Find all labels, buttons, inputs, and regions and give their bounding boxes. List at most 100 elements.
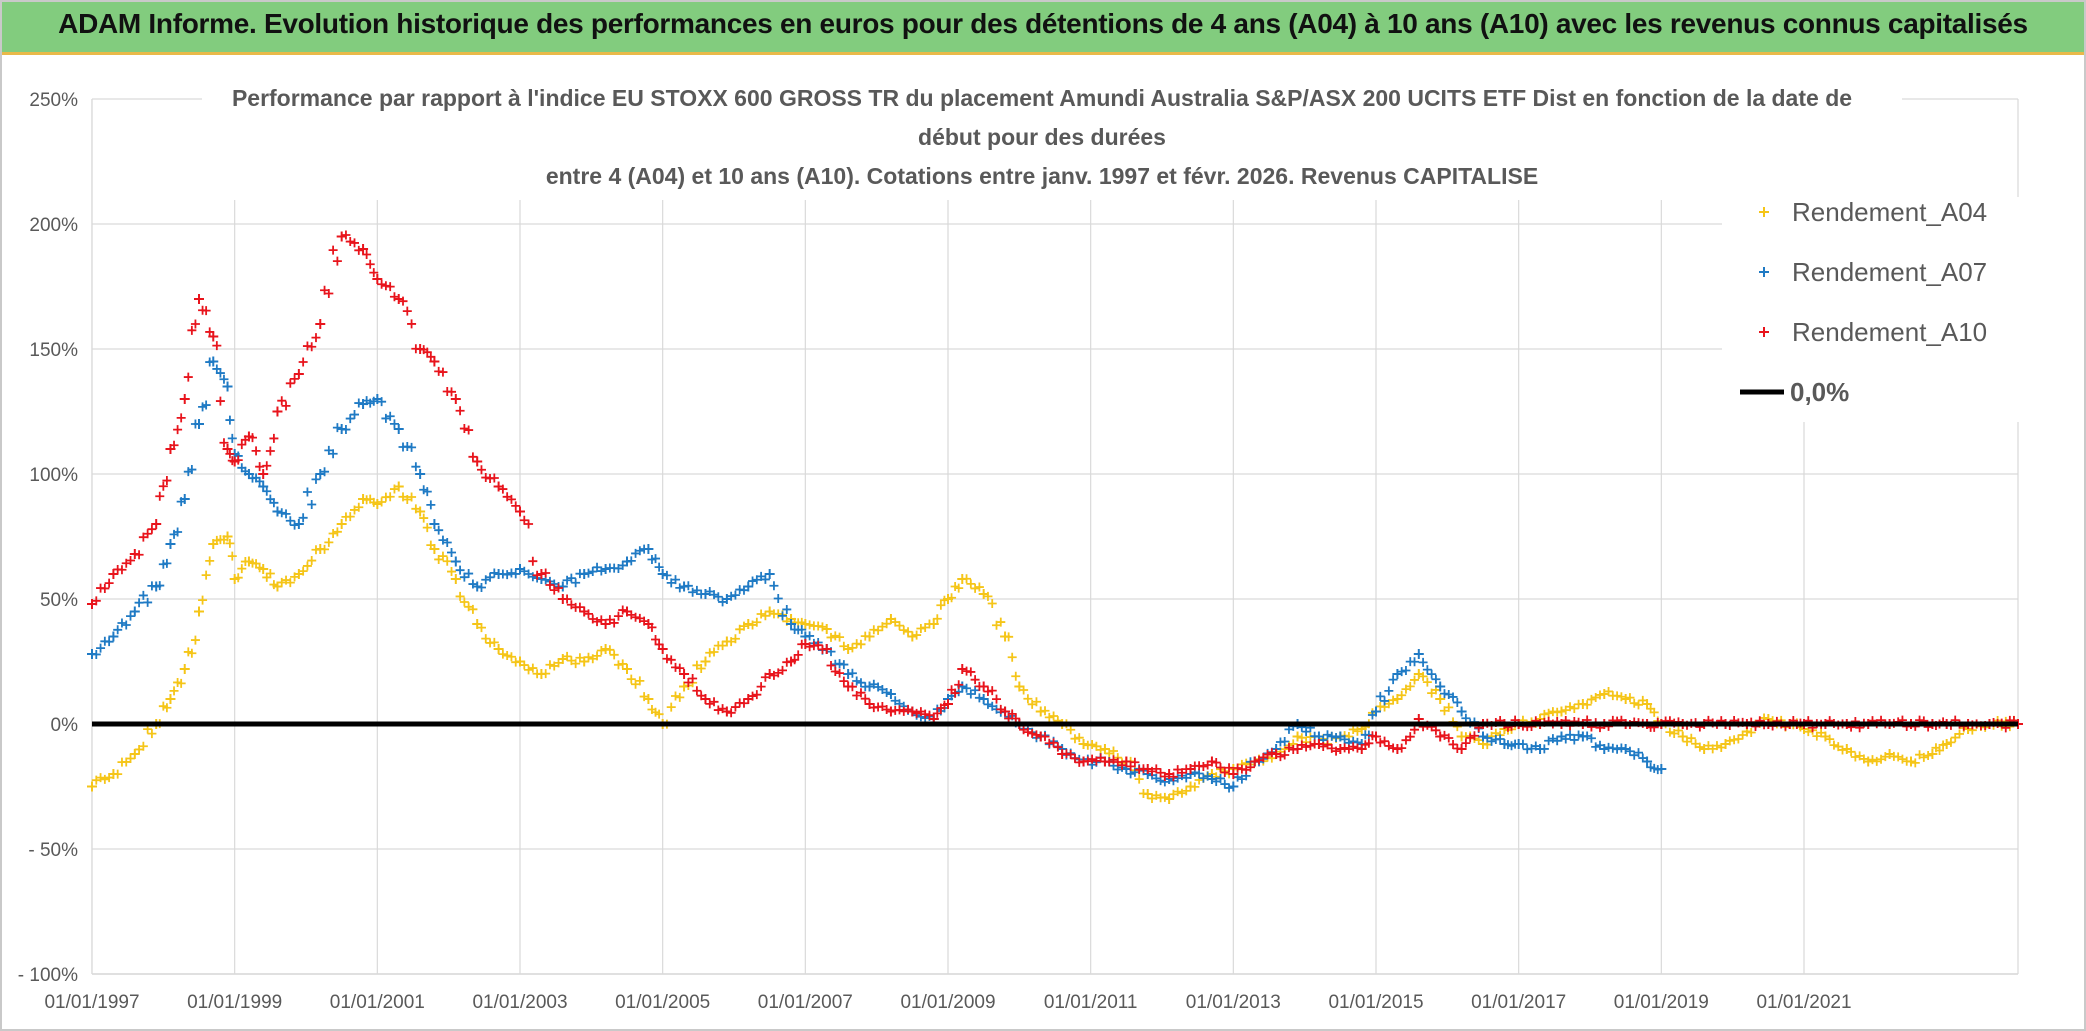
data-point: [415, 506, 426, 517]
scatter-marker: [1733, 734, 1743, 744]
x-tick-label: 01/01/2013: [1186, 992, 1281, 1013]
data-point: [743, 581, 754, 592]
scatter-marker: [227, 433, 237, 443]
scatter-marker: [183, 372, 193, 382]
scatter-marker: [688, 674, 698, 684]
scatter-marker: [954, 680, 964, 690]
scatter-marker: [847, 682, 857, 692]
scatter-marker: [117, 618, 127, 628]
scatter-marker: [1066, 725, 1076, 735]
scatter-marker: [158, 481, 168, 491]
scatter-marker: [290, 520, 300, 530]
scatter-marker: [398, 296, 408, 306]
scatter-marker: [1612, 744, 1622, 754]
data-point: [1456, 744, 1467, 754]
scatter-marker: [970, 675, 980, 685]
scatter-marker: [511, 501, 521, 511]
y-tick-label: 250%: [29, 90, 78, 111]
scatter-marker: [1070, 753, 1080, 763]
scatter-marker: [298, 513, 308, 523]
scatter-marker: [1695, 742, 1705, 752]
scatter-marker: [805, 642, 815, 652]
scatter-marker: [459, 597, 469, 607]
scatter-marker: [468, 452, 478, 462]
scatter-marker: [385, 492, 395, 502]
scatter-marker: [688, 587, 698, 597]
series-rendement_a04: [87, 481, 2023, 804]
scatter-marker: [666, 702, 676, 712]
scatter-marker: [126, 611, 136, 621]
data-point: [1371, 731, 1381, 742]
scatter-marker: [654, 562, 664, 572]
scatter-marker: [1301, 742, 1311, 752]
scatter-marker: [592, 651, 602, 661]
scatter-marker: [1634, 700, 1644, 710]
data-point: [472, 581, 483, 592]
scatter-marker: [1156, 776, 1166, 786]
scatter-marker: [1561, 734, 1571, 744]
scatter-marker: [1665, 727, 1675, 737]
data-point: [1000, 706, 1011, 717]
scatter-marker: [1544, 736, 1554, 746]
scatter-marker: [1616, 743, 1626, 753]
scatter-marker: [1190, 782, 1200, 792]
scatter-marker: [502, 651, 512, 661]
scatter-marker: [1074, 733, 1084, 743]
scatter-marker: [835, 668, 845, 678]
scatter-marker: [1301, 727, 1311, 737]
scatter-marker: [1130, 757, 1140, 767]
data-point: [978, 681, 989, 692]
scatter-marker: [839, 660, 849, 670]
scatter-marker: [1211, 758, 1221, 768]
scatter-marker: [860, 694, 870, 704]
scatter-marker: [1427, 669, 1437, 679]
data-point: [1927, 749, 1938, 759]
scatter-marker: [369, 268, 379, 278]
scatter-marker: [237, 440, 247, 450]
scatter-marker: [1087, 740, 1097, 750]
scatter-marker: [1348, 742, 1358, 752]
scatter-marker: [419, 513, 429, 523]
scatter-marker: [541, 568, 551, 578]
scatter-marker: [162, 476, 172, 486]
scatter-marker: [1444, 733, 1454, 743]
scatter-marker: [1448, 692, 1458, 702]
data-point: [1099, 744, 1110, 754]
scatter-marker: [773, 593, 783, 603]
scatter-marker: [752, 690, 762, 700]
y-tick-label: - 100%: [18, 965, 78, 986]
scatter-marker: [519, 660, 529, 670]
scatter-marker: [341, 425, 351, 435]
data-point: [885, 706, 896, 717]
scatter-marker: [970, 583, 980, 593]
scatter-marker: [91, 649, 101, 659]
scatter-marker: [847, 668, 857, 678]
scatter-marker: [389, 419, 399, 429]
scatter-marker: [1867, 755, 1877, 765]
scatter-marker: [748, 691, 758, 701]
scatter-marker: [138, 741, 148, 751]
scatter-marker: [277, 508, 287, 518]
scatter-marker: [1461, 738, 1471, 748]
data-point: [1292, 731, 1303, 742]
scatter-marker: [298, 566, 308, 576]
scatter-marker: [562, 575, 572, 585]
scatter-marker: [709, 590, 719, 600]
scatter-marker: [987, 686, 997, 696]
y-tick-label: - 50%: [28, 840, 78, 861]
data-point: [1478, 731, 1488, 742]
scatter-marker: [992, 694, 1002, 704]
scatter-marker: [1923, 751, 1933, 761]
legend: Rendement_A04 Rendement_A07 Rendement_A10 0…: [1740, 197, 1987, 407]
scatter-marker: [1946, 737, 1956, 747]
data-point: [843, 644, 854, 654]
scatter-marker: [554, 583, 564, 593]
scatter-marker: [1803, 727, 1813, 737]
data-point: [600, 564, 611, 574]
scatter-marker: [96, 773, 106, 783]
data-point: [643, 694, 654, 704]
legend-background: [1722, 197, 2022, 422]
scatter-marker: [298, 357, 308, 367]
data-point: [764, 669, 775, 679]
scatter-marker: [385, 411, 395, 421]
